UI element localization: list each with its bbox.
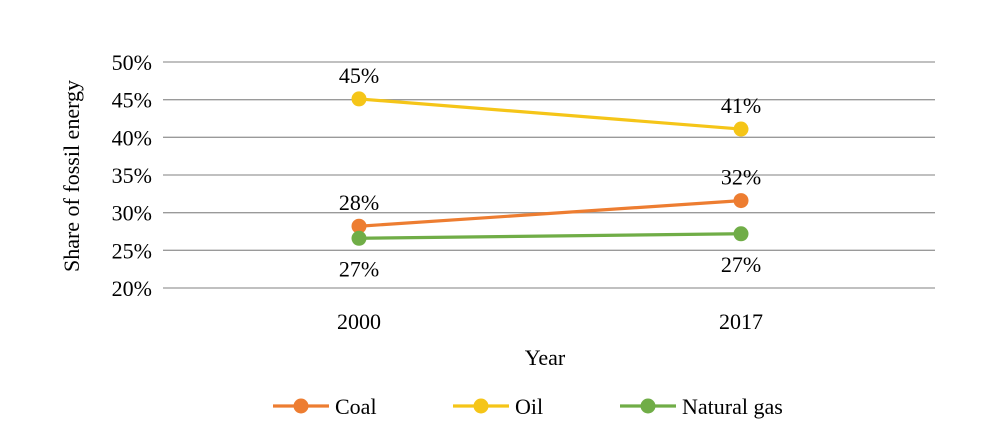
oil-legend-marker — [473, 398, 489, 414]
natural-gas-point — [733, 226, 749, 242]
x-tick-label: 2000 — [337, 309, 381, 334]
y-tick-label: 20% — [112, 276, 152, 301]
y-tick-label: 45% — [112, 88, 152, 113]
natural-gas-legend-marker — [640, 398, 656, 414]
coal-point — [351, 218, 367, 234]
natural-gas-point — [351, 230, 367, 246]
oil-data-label: 41% — [721, 93, 761, 118]
y-tick-label: 25% — [112, 238, 152, 263]
natural-gas-legend-label: Natural gas — [682, 394, 783, 419]
legend: Coal Oil Natural gas — [273, 394, 783, 419]
natural-gas-line — [358, 232, 742, 240]
x-tick-label: 2017 — [719, 309, 763, 334]
oil-point — [733, 121, 749, 137]
natural-gas-data-label: 27% — [721, 252, 761, 277]
y-axis-title: Share of fossil energy — [59, 80, 84, 272]
x-axis-title: Year — [525, 345, 566, 370]
coal-legend-label: Coal — [335, 394, 377, 419]
y-axis-ticks: 20% 25% 30% 35% 40% 45% 50% — [112, 50, 152, 301]
coal-point — [733, 193, 749, 209]
x-axis-ticks: 2000 2017 — [337, 309, 763, 334]
oil-line — [358, 97, 742, 131]
y-tick-label: 30% — [112, 201, 152, 226]
oil-point — [351, 91, 367, 107]
gridlines — [163, 61, 935, 289]
data-labels: 28% 32% 45% 41% 27% 27% — [339, 63, 761, 281]
oil-data-label: 45% — [339, 63, 379, 88]
series-lines — [351, 91, 749, 246]
coal-data-label: 28% — [339, 190, 379, 215]
y-tick-label: 35% — [112, 163, 152, 188]
natural-gas-data-label: 27% — [339, 256, 379, 281]
y-tick-label: 40% — [112, 125, 152, 150]
y-tick-label: 50% — [112, 50, 152, 75]
oil-legend-label: Oil — [515, 394, 543, 419]
coal-line — [358, 199, 742, 228]
coal-data-label: 32% — [721, 165, 761, 190]
coal-legend-marker — [293, 398, 309, 414]
